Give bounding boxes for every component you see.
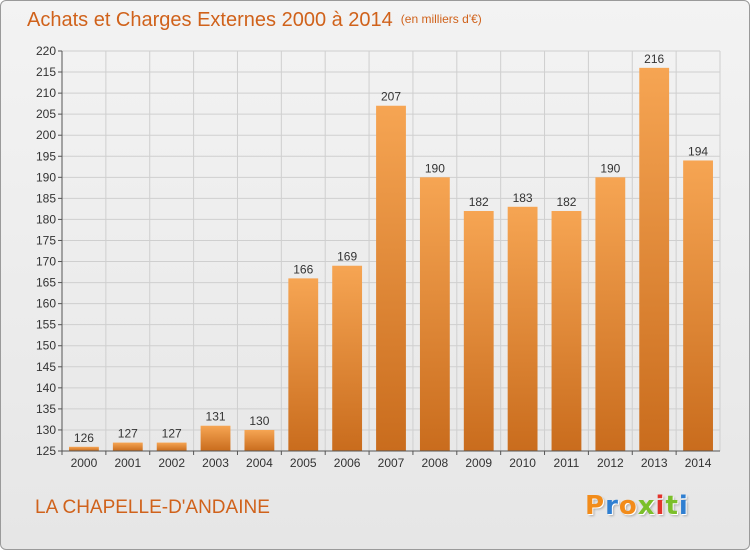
x-tick-label: 2003 (202, 456, 229, 470)
place-name: LA CHAPELLE-D'ANDAINE (35, 497, 270, 518)
x-tick-label: 2011 (554, 456, 580, 470)
x-tick-label: 2009 (465, 456, 492, 470)
x-tick-label: 2007 (378, 456, 405, 470)
proxiti-logo: Proxiti (585, 491, 689, 521)
data-label: 190 (425, 161, 445, 175)
y-tick-label: 140 (36, 381, 56, 395)
y-tick-label: 185 (36, 191, 56, 205)
data-label: 183 (513, 191, 533, 205)
bar (419, 177, 450, 451)
data-label: 126 (74, 431, 94, 445)
logo-letter: P (585, 491, 606, 521)
y-tick-label: 160 (36, 297, 56, 311)
data-label: 182 (469, 195, 489, 209)
bar (683, 160, 713, 451)
data-label: 216 (644, 52, 664, 66)
labels: 125 130 135 140 145 150 155 160 165 170 175 180 185 1… (36, 44, 712, 470)
y-tick-label: 130 (36, 423, 56, 437)
x-tick-label: 2001 (114, 456, 141, 470)
bar (69, 446, 99, 451)
bars (69, 67, 713, 451)
chart-title-text: Achats et Charges Externes 2000 à 2014 (27, 9, 393, 31)
bar (463, 211, 494, 451)
x-tick-label: 2000 (71, 456, 98, 470)
y-tick-label: 175 (36, 233, 56, 247)
data-label: 131 (206, 410, 226, 424)
data-label: 130 (249, 414, 269, 428)
y-tick-label: 125 (36, 444, 56, 458)
y-tick-label: 195 (36, 149, 56, 163)
logo-letter: x (637, 491, 656, 521)
bar (551, 211, 582, 451)
logo-letter: r (605, 491, 619, 521)
y-tick-label: 215 (36, 65, 56, 79)
logo-letter: o (618, 491, 638, 521)
logo-letter: i (655, 491, 666, 521)
x-tick-label: 2014 (685, 456, 712, 470)
bar (376, 105, 406, 451)
data-label: 166 (293, 262, 313, 276)
bar (112, 442, 143, 451)
data-label: 207 (381, 90, 401, 104)
logo-letter: i (678, 491, 689, 521)
y-tick-label: 205 (36, 107, 56, 121)
x-tick-label: 2006 (334, 456, 361, 470)
chart-title: Achats et Charges Externes 2000 à 2014 (e… (27, 9, 482, 32)
data-label: 169 (337, 250, 357, 264)
bar (332, 265, 363, 451)
bar (244, 429, 275, 451)
data-label: 127 (162, 427, 182, 441)
y-tick-label: 180 (36, 212, 56, 226)
y-tick-label: 190 (36, 170, 56, 184)
logo-letter: t (665, 491, 679, 521)
chart-unit: (en milliers d'€) (400, 12, 482, 26)
axes (58, 50, 720, 455)
x-tick-label: 2004 (246, 456, 273, 470)
x-tick-label: 2008 (422, 456, 449, 470)
y-tick-label: 155 (36, 318, 56, 332)
y-tick-label: 170 (36, 255, 56, 269)
y-tick-label: 135 (36, 402, 56, 416)
bar (200, 425, 231, 451)
y-tick-label: 145 (36, 360, 56, 374)
bar (507, 206, 538, 451)
data-label: 182 (556, 195, 576, 209)
y-tick-label: 200 (36, 128, 56, 142)
x-tick-label: 2002 (158, 456, 185, 470)
y-tick-label: 220 (36, 44, 56, 58)
y-tick-label: 210 (36, 86, 56, 100)
y-tick-label: 165 (36, 276, 56, 290)
y-tick-label: 150 (36, 339, 56, 353)
x-tick-label: 2012 (597, 456, 624, 470)
x-tick-label: 2005 (290, 456, 317, 470)
bar (639, 67, 670, 451)
x-tick-label: 2013 (641, 456, 668, 470)
data-label: 190 (600, 161, 620, 175)
data-label: 194 (688, 144, 708, 158)
bar (156, 442, 187, 451)
bar (288, 278, 319, 451)
data-label: 127 (118, 427, 138, 441)
bar (595, 177, 626, 451)
x-tick-label: 2010 (509, 456, 536, 470)
